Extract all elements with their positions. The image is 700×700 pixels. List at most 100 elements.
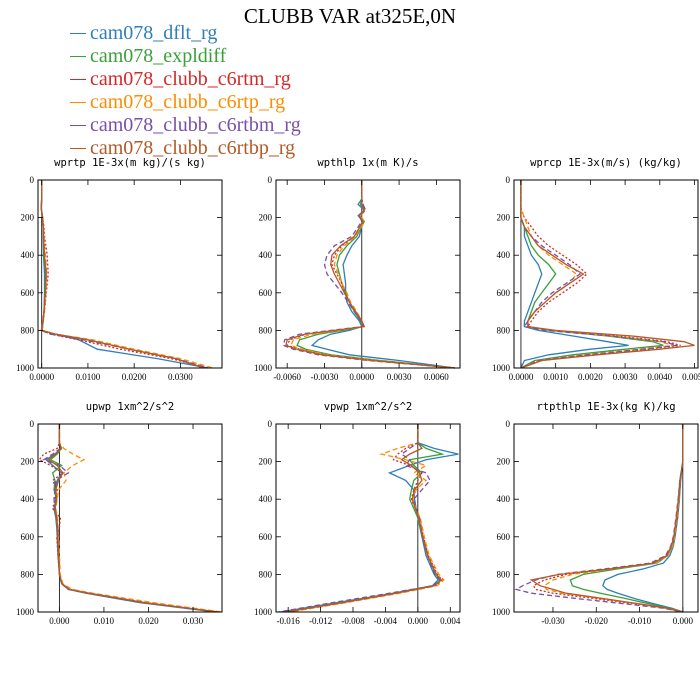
plot-frame bbox=[513, 423, 699, 613]
panel-title: vpwp 1xm^2/s^2 bbox=[324, 401, 413, 413]
y-tick-label: 0 bbox=[30, 419, 35, 429]
legend-swatch bbox=[70, 125, 86, 126]
y-tick-label: 800 bbox=[497, 569, 511, 579]
series-line bbox=[279, 424, 459, 613]
legend-label: cam078_clubb_c6rtp_rg bbox=[90, 91, 286, 113]
x-tick-label: 0.0050 bbox=[682, 372, 700, 382]
y-tick-label: 1000 bbox=[492, 607, 511, 617]
y-tick-label: 0 bbox=[30, 175, 35, 185]
series-line bbox=[569, 424, 684, 613]
legend-swatch bbox=[70, 56, 86, 57]
legend-swatch bbox=[70, 102, 86, 103]
series-line bbox=[520, 180, 678, 369]
plot-frame bbox=[37, 179, 223, 369]
x-tick-label: 0.004 bbox=[440, 616, 461, 626]
y-tick-label: 600 bbox=[259, 532, 273, 542]
x-tick-label: -0.008 bbox=[341, 616, 365, 626]
y-tick-label: 0 bbox=[506, 419, 511, 429]
y-tick-label: 400 bbox=[21, 250, 35, 260]
y-tick-label: 800 bbox=[21, 569, 35, 579]
y-tick-label: 1000 bbox=[254, 363, 273, 373]
panel-title: rtpthlp 1E-3x(kg K)/kg bbox=[536, 401, 675, 413]
chart-panel: upwp 1xm^2/s^2 0 200 400 600 800 1000 0.000 0.01… bbox=[16, 401, 223, 626]
legend-item: cam078_dflt_rg bbox=[70, 22, 301, 45]
x-tick-label: 0.0010 bbox=[543, 372, 568, 382]
series-line bbox=[49, 424, 218, 613]
y-tick-label: 800 bbox=[497, 325, 511, 335]
x-tick-label: 0.0100 bbox=[76, 372, 101, 382]
x-tick-label: 0.0060 bbox=[424, 372, 449, 382]
legend-label: cam078_clubb_c6rtm_rg bbox=[90, 68, 291, 90]
y-tick-label: 800 bbox=[21, 325, 35, 335]
x-tick-label: 0.0020 bbox=[578, 372, 603, 382]
y-tick-label: 600 bbox=[21, 532, 35, 542]
legend-item: cam078_expldiff bbox=[70, 45, 301, 68]
y-tick-label: 400 bbox=[497, 250, 511, 260]
series-line bbox=[282, 180, 456, 369]
series-line bbox=[44, 424, 216, 613]
legend-item: cam078_clubb_c6rtm_rg bbox=[70, 68, 301, 91]
y-tick-label: 200 bbox=[497, 213, 511, 223]
y-tick-label: 200 bbox=[497, 457, 511, 467]
x-tick-label: 0.000 bbox=[408, 616, 429, 626]
series-line bbox=[285, 180, 456, 369]
series-line bbox=[529, 424, 684, 613]
legend-label: cam078_clubb_c6rtbp_rg bbox=[90, 137, 296, 159]
y-tick-label: 600 bbox=[259, 288, 273, 298]
x-tick-label: -0.0030 bbox=[311, 372, 339, 382]
chart-panel: wprtp 1E-3x(m kg)/(s kg) 0 200 400 600 800 100… bbox=[16, 157, 223, 382]
panel-title: wpthlp 1x(m K)/s bbox=[317, 157, 418, 169]
series-line bbox=[40, 180, 204, 369]
x-tick-label: -0.012 bbox=[309, 616, 332, 626]
x-tick-label: -0.010 bbox=[628, 616, 652, 626]
x-tick-label: 0.000 bbox=[673, 616, 694, 626]
series-line bbox=[514, 424, 684, 613]
chart-panel: wpthlp 1x(m K)/s 0 200 400 600 800 1000-0.0060… bbox=[254, 157, 461, 382]
series-line bbox=[278, 424, 441, 613]
panel-title: wprcp 1E-3x(m/s) (kg/kg) bbox=[530, 157, 682, 169]
x-tick-label: 0.010 bbox=[94, 616, 115, 626]
series-line bbox=[40, 180, 209, 369]
chart-panel: wprcp 1E-3x(m/s) (kg/kg) 0 200 400 600 800 100… bbox=[492, 157, 700, 382]
y-tick-label: 400 bbox=[259, 250, 273, 260]
series-line bbox=[55, 424, 223, 613]
y-tick-label: 400 bbox=[21, 494, 35, 504]
x-tick-label: 0.0000 bbox=[349, 372, 374, 382]
x-tick-label: 0.0300 bbox=[168, 372, 193, 382]
series-line bbox=[289, 424, 445, 613]
series-line bbox=[40, 180, 204, 369]
x-tick-label: 0.030 bbox=[183, 616, 204, 626]
series-line bbox=[40, 180, 209, 369]
series-line bbox=[520, 180, 629, 369]
y-tick-label: 0 bbox=[268, 419, 273, 429]
x-tick-label: 0.0040 bbox=[647, 372, 672, 382]
series-line bbox=[310, 180, 456, 369]
series-line bbox=[602, 424, 684, 613]
legend-label: cam078_dflt_rg bbox=[90, 22, 218, 44]
x-tick-label: 0.0200 bbox=[122, 372, 147, 382]
legend-swatch bbox=[70, 79, 86, 80]
chart-panel: vpwp 1xm^2/s^2 0 200 400 600 800 1000 -0.016 -0.… bbox=[254, 401, 461, 626]
series-line bbox=[532, 424, 684, 613]
y-tick-label: 600 bbox=[497, 532, 511, 542]
plot-frame bbox=[275, 179, 461, 369]
y-tick-label: 200 bbox=[21, 457, 35, 467]
y-tick-label: 600 bbox=[497, 288, 511, 298]
x-tick-label: 0.000 bbox=[49, 616, 70, 626]
y-tick-label: 200 bbox=[21, 213, 35, 223]
y-tick-label: 1000 bbox=[492, 363, 511, 373]
legend-label: cam078_clubb_c6rtbm_rg bbox=[90, 114, 301, 136]
plot-frame bbox=[275, 423, 461, 613]
x-tick-label: -0.020 bbox=[585, 616, 609, 626]
series-line bbox=[285, 424, 443, 613]
y-tick-label: 600 bbox=[21, 288, 35, 298]
chart-panel: rtpthlp 1E-3x(kg K)/kg 0 200 400 600 800 1000 -… bbox=[492, 401, 699, 626]
series-line bbox=[286, 180, 456, 369]
x-tick-label: -0.016 bbox=[277, 616, 301, 626]
plot-frame bbox=[513, 179, 699, 369]
panel-title: wprtp 1E-3x(m kg)/(s kg) bbox=[54, 157, 206, 169]
series-line bbox=[543, 424, 684, 613]
legend-swatch bbox=[70, 33, 86, 34]
x-tick-label: 0.0000 bbox=[509, 372, 534, 382]
